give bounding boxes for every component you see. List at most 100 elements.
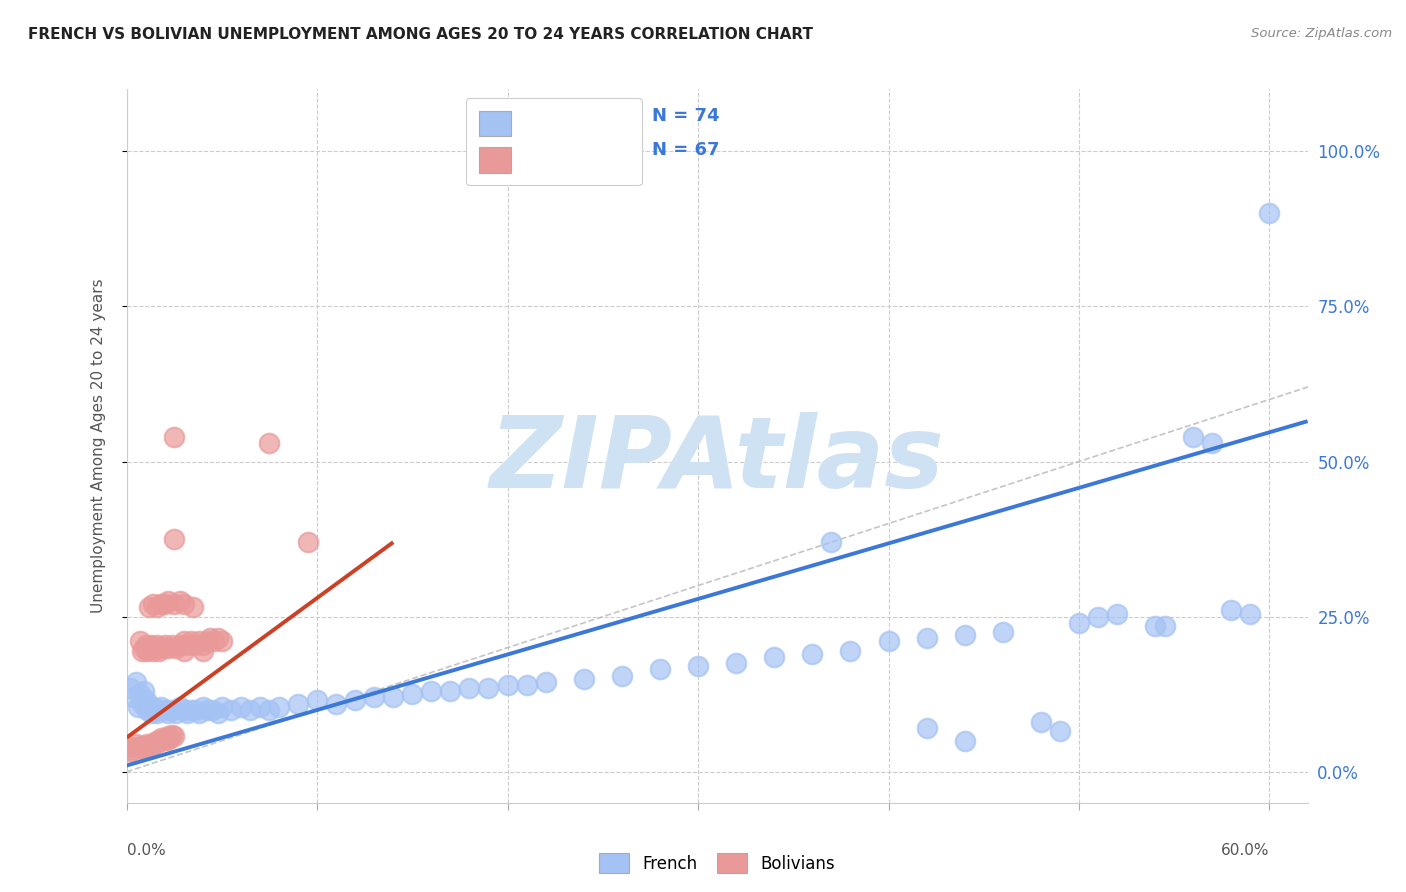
Point [163,430,186,444]
Point [439,684,461,698]
Point [162,703,184,717]
Point [131,697,153,711]
Point [207,632,229,646]
Point [135,693,157,707]
Point [1153,619,1175,633]
Point [1144,619,1167,633]
Point [132,640,155,655]
Point [148,703,170,717]
Point [915,632,938,646]
Point [155,732,177,747]
Point [176,706,198,720]
Point [184,638,207,652]
Point [152,732,174,747]
Point [572,672,595,686]
Point [165,706,187,720]
Point [195,703,218,717]
Point [1182,430,1205,444]
Point [725,656,748,670]
Point [136,703,159,717]
Point [157,706,180,720]
Point [1201,436,1223,450]
Point [496,678,519,692]
Point [173,634,195,648]
Text: 60.0%: 60.0% [1220,843,1270,858]
Point [163,532,186,546]
Point [143,703,166,717]
Point [211,634,233,648]
Point [162,638,184,652]
Point [458,681,481,695]
Point [128,687,150,701]
Point [211,699,233,714]
Point [207,706,229,720]
Point [516,678,538,692]
Point [477,681,499,695]
Point [125,674,148,689]
Point [287,697,309,711]
Point [138,640,160,655]
Point [173,703,195,717]
Point [187,706,209,720]
Point [163,597,186,611]
Point [146,600,169,615]
Point [648,662,671,676]
Point [138,600,160,615]
Text: ZIPAtlas: ZIPAtlas [489,412,945,508]
Point [259,436,281,450]
Point [1239,607,1261,621]
Point [142,597,165,611]
Point [142,644,165,658]
Point [121,743,143,757]
Y-axis label: Unemployment Among Ages 20 to 24 years: Unemployment Among Ages 20 to 24 years [91,278,105,614]
Point [149,699,172,714]
Point [191,644,214,658]
Point [239,703,262,717]
Point [297,535,319,549]
Text: Source: ZipAtlas.com: Source: ZipAtlas.com [1251,27,1392,40]
Point [128,634,150,648]
Text: N = 74: N = 74 [652,107,720,125]
Point [153,638,176,652]
Point [229,699,252,714]
Point [138,739,160,753]
Point [839,644,862,658]
Point [173,644,195,658]
Point [153,597,176,611]
Point [1067,615,1090,630]
Point [953,733,976,747]
Point [173,597,195,611]
Point [325,697,347,711]
Point [141,741,163,756]
Point [132,741,155,756]
Point [136,737,159,751]
Point [146,638,169,652]
Point [382,690,405,705]
Point [534,674,557,689]
Point [610,668,633,682]
Point [191,699,214,714]
Point [120,681,142,695]
Point [180,703,202,717]
Point [141,638,163,652]
Point [131,739,153,753]
Point [221,703,243,717]
Point [1029,715,1052,730]
Point [153,703,176,717]
Point [141,706,163,720]
Point [187,634,209,648]
Point [120,739,142,754]
Point [127,699,149,714]
Point [686,659,709,673]
Point [162,727,184,741]
Point [1087,609,1109,624]
Point [191,638,214,652]
Point [820,535,842,549]
Point [143,640,166,655]
Point [136,644,159,658]
Point [1220,603,1243,617]
Point [176,638,198,652]
Point [801,647,824,661]
Point [138,699,160,714]
Point [122,746,145,760]
